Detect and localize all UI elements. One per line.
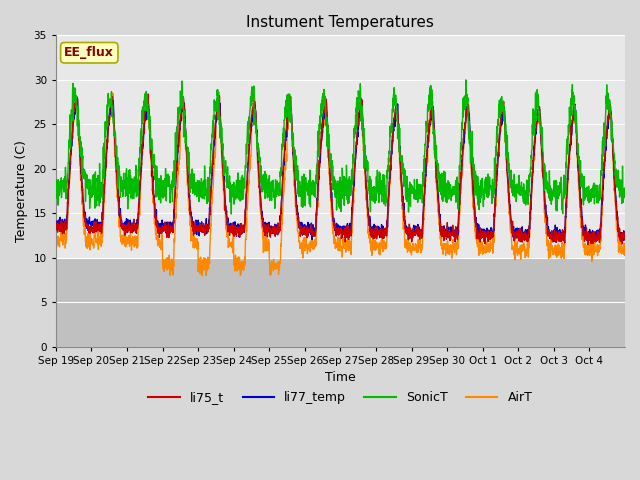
li77_temp [109, 103, 116, 108]
Text: EE_flux: EE_flux [65, 46, 115, 59]
AirT [215, 89, 223, 95]
li77_temp [614, 214, 621, 219]
AirT [614, 230, 621, 236]
AirT [52, 237, 60, 243]
AirT [513, 245, 520, 251]
SonicT [545, 180, 552, 186]
li77_temp [584, 240, 591, 246]
li77_temp [375, 228, 383, 233]
AirT [621, 243, 629, 249]
li75_t [614, 217, 621, 223]
li75_t [584, 241, 592, 247]
Legend: li75_t, li77_temp, SonicT, AirT: li75_t, li77_temp, SonicT, AirT [143, 386, 538, 409]
li77_temp [179, 95, 187, 100]
li75_t [621, 229, 629, 235]
SonicT [227, 211, 235, 217]
SonicT [232, 196, 239, 202]
li77_temp [512, 230, 520, 236]
Line: AirT: AirT [56, 92, 625, 276]
AirT [198, 273, 206, 278]
SonicT [621, 186, 629, 192]
li77_temp [544, 229, 552, 235]
li75_t [109, 96, 116, 102]
li75_t [544, 233, 552, 239]
SonicT [614, 181, 621, 187]
Title: Instument Temperatures: Instument Temperatures [246, 15, 435, 30]
li75_t [52, 218, 60, 224]
Line: SonicT: SonicT [56, 80, 625, 214]
SonicT [375, 200, 383, 205]
li75_t [375, 230, 383, 236]
li77_temp [52, 224, 60, 229]
li75_t [232, 228, 239, 233]
li75_t [512, 231, 520, 237]
Line: li75_t: li75_t [56, 94, 625, 244]
Y-axis label: Temperature (C): Temperature (C) [15, 140, 28, 242]
Bar [56, 258, 625, 347]
AirT [232, 256, 240, 262]
SonicT [513, 199, 520, 204]
li75_t [144, 91, 152, 97]
AirT [375, 244, 383, 250]
SonicT [462, 77, 470, 83]
SonicT [109, 113, 116, 119]
X-axis label: Time: Time [325, 372, 356, 384]
Line: li77_temp: li77_temp [56, 97, 625, 243]
AirT [109, 99, 116, 105]
li77_temp [232, 225, 239, 230]
SonicT [52, 191, 60, 196]
li77_temp [621, 232, 629, 238]
AirT [545, 246, 552, 252]
